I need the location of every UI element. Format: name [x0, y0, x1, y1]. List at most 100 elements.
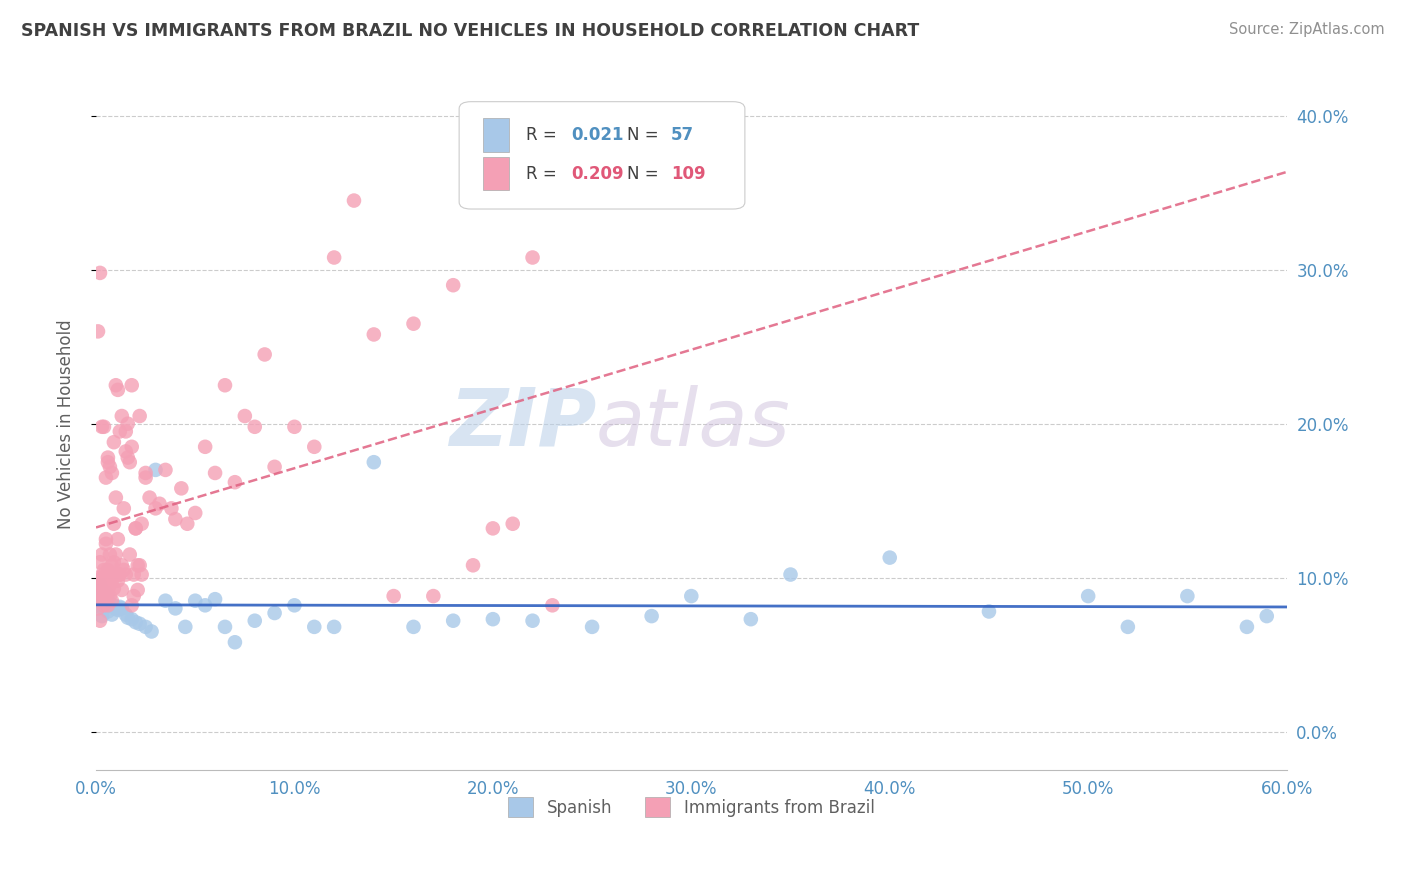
- Point: [89, 593, 111, 607]
- Point: [640, 609, 662, 624]
- Point: [1236, 620, 1258, 634]
- Point: [101, 574, 124, 588]
- Point: [263, 606, 285, 620]
- Point: [93, 582, 115, 597]
- Text: ZIP: ZIP: [449, 384, 596, 463]
- Point: [94, 589, 117, 603]
- Text: R =: R =: [526, 126, 562, 144]
- Point: [97, 455, 120, 469]
- Point: [243, 419, 266, 434]
- Point: [98, 578, 121, 592]
- Point: [779, 567, 801, 582]
- Point: [87, 601, 110, 615]
- Point: [441, 614, 464, 628]
- Point: [224, 635, 246, 649]
- Point: [94, 537, 117, 551]
- Point: [253, 347, 276, 361]
- Point: [522, 251, 544, 265]
- Point: [89, 593, 111, 607]
- Point: [97, 605, 120, 619]
- Point: [263, 459, 285, 474]
- Point: [541, 599, 564, 613]
- Text: N =: N =: [627, 165, 664, 183]
- Point: [977, 605, 1000, 619]
- Point: [93, 599, 115, 613]
- Point: [108, 425, 131, 439]
- Text: 57: 57: [671, 126, 695, 144]
- Point: [141, 624, 163, 639]
- Point: [402, 620, 425, 634]
- Point: [91, 582, 114, 597]
- Point: [104, 491, 127, 505]
- Point: [128, 409, 150, 423]
- Text: SPANISH VS IMMIGRANTS FROM BRAZIL NO VEHICLES IN HOUSEHOLD CORRELATION CHART: SPANISH VS IMMIGRANTS FROM BRAZIL NO VEH…: [21, 22, 920, 40]
- Point: [101, 593, 124, 607]
- Point: [121, 440, 143, 454]
- Point: [204, 592, 226, 607]
- Text: 109: 109: [671, 165, 706, 183]
- Point: [323, 620, 346, 634]
- Point: [111, 409, 134, 423]
- Point: [93, 589, 115, 603]
- Point: [128, 616, 150, 631]
- Point: [145, 463, 167, 477]
- Point: [101, 558, 124, 573]
- Point: [165, 601, 187, 615]
- Point: [363, 455, 385, 469]
- Point: [89, 578, 111, 592]
- Point: [155, 593, 177, 607]
- Point: [97, 582, 120, 597]
- Point: [118, 455, 141, 469]
- Point: [214, 620, 236, 634]
- Point: [114, 425, 136, 439]
- Point: [107, 603, 129, 617]
- Point: [107, 532, 129, 546]
- Point: [93, 567, 115, 582]
- Point: [382, 589, 405, 603]
- Point: [104, 567, 127, 582]
- Point: [323, 251, 346, 265]
- Point: [160, 501, 183, 516]
- Point: [482, 521, 505, 535]
- Point: [304, 440, 326, 454]
- Point: [103, 582, 125, 596]
- Point: [148, 497, 170, 511]
- Point: [98, 589, 121, 603]
- Point: [363, 327, 385, 342]
- Point: [127, 582, 149, 597]
- Point: [118, 548, 141, 562]
- Point: [283, 419, 305, 434]
- Point: [94, 599, 117, 613]
- Point: [1177, 589, 1199, 603]
- Point: [121, 612, 143, 626]
- Point: [91, 609, 114, 624]
- Point: [879, 550, 901, 565]
- Point: [170, 481, 193, 495]
- Point: [1256, 609, 1278, 624]
- Point: [155, 463, 177, 477]
- Point: [114, 444, 136, 458]
- Point: [107, 383, 129, 397]
- Point: [111, 582, 134, 597]
- Point: [131, 516, 153, 531]
- Point: [87, 324, 110, 338]
- Point: [98, 459, 121, 474]
- Point: [233, 409, 256, 423]
- Point: [522, 614, 544, 628]
- Point: [114, 567, 136, 582]
- Point: [117, 610, 139, 624]
- Legend: Spanish, Immigrants from Brazil: Spanish, Immigrants from Brazil: [502, 790, 882, 824]
- Point: [127, 558, 149, 573]
- Point: [108, 567, 131, 582]
- Point: [117, 450, 139, 465]
- Point: [91, 589, 114, 603]
- Point: [112, 563, 135, 577]
- Point: [283, 599, 305, 613]
- Point: [135, 470, 157, 484]
- Point: [97, 589, 120, 603]
- Point: [94, 586, 117, 600]
- Point: [91, 578, 114, 592]
- Point: [502, 516, 524, 531]
- Point: [740, 612, 762, 626]
- Point: [93, 601, 115, 615]
